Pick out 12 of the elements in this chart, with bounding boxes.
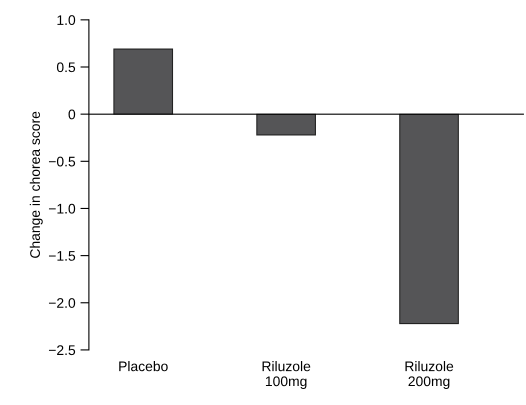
x-tick-label: Riluzole 200mg	[405, 361, 454, 389]
y-tick-label: −2.5	[48, 345, 76, 356]
y-axis-title: Change in chorea score	[30, 112, 43, 258]
y-tick-label: 0.5	[56, 62, 76, 72]
y-tick-label: −2.0	[48, 298, 76, 308]
x-tick-label: Riluzole 100mg	[262, 361, 310, 389]
y-tick-label: 0	[68, 109, 76, 120]
x-tick-label: Placebo	[119, 361, 168, 372]
y-tick-label: −1.0	[48, 204, 76, 214]
y-tick-label: −0.5	[48, 156, 76, 166]
y-tick-label: −1.5	[48, 251, 76, 261]
y-tick-label: 1.0	[57, 15, 76, 26]
